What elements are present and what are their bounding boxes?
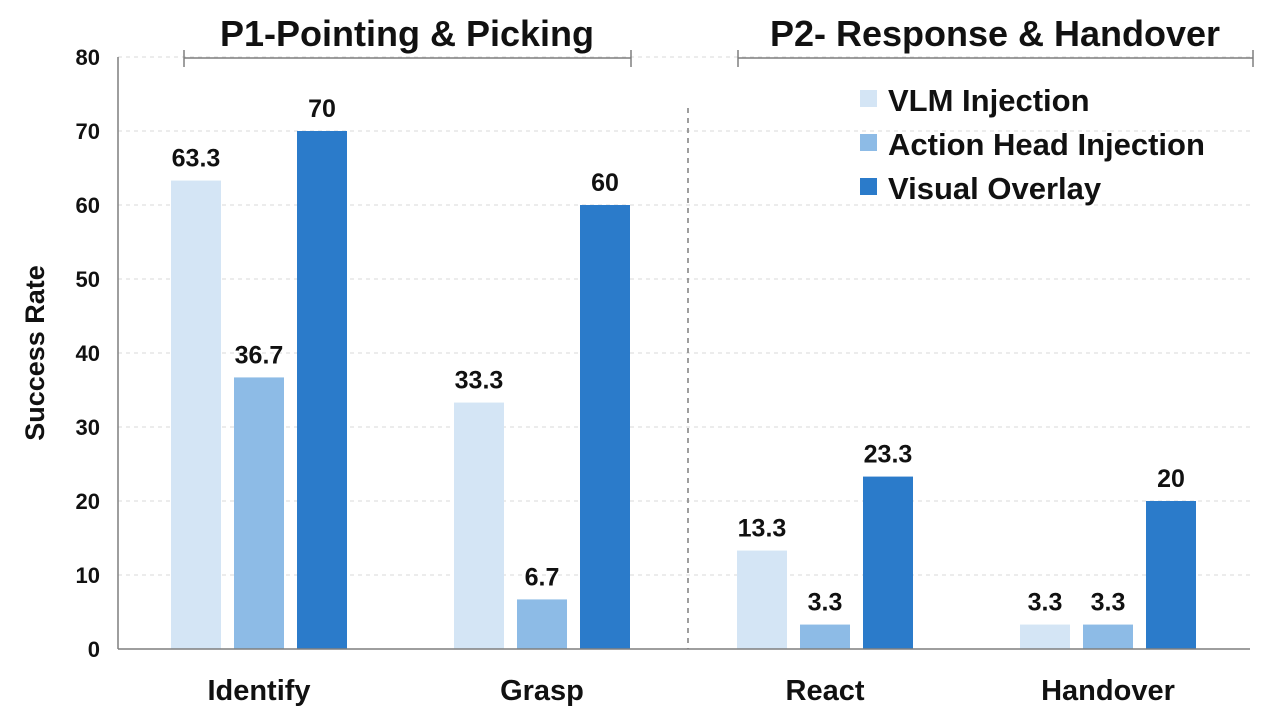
- data-label: 13.3: [738, 515, 787, 543]
- data-label: 3.3: [1091, 589, 1126, 617]
- legend-swatch: [860, 90, 877, 107]
- y-tick-label: 10: [76, 563, 100, 588]
- y-tick-label: 30: [76, 415, 100, 440]
- data-label: 63.3: [172, 145, 221, 173]
- x-category-label: Identify: [207, 675, 310, 707]
- data-label: 36.7: [235, 341, 284, 369]
- data-label: 70: [308, 95, 336, 123]
- data-label: 60: [591, 169, 619, 197]
- labels: 63.3 36.7 70 Identify 33.3 6.7 60 Grasp 13.3 3.3 2…: [172, 13, 1220, 707]
- legend: VLM Injection Action Head Injection Visual…: [860, 83, 1205, 206]
- bar-handover-action-head-injection: [1083, 624, 1133, 649]
- x-category-label: Handover: [1041, 675, 1175, 707]
- legend-label: Visual Overlay: [888, 171, 1102, 206]
- group-title: P1-Pointing & Picking: [220, 13, 594, 54]
- legend-swatch: [860, 134, 877, 151]
- bar-react-vlm-injection: [737, 550, 787, 649]
- x-category-label: Grasp: [500, 675, 584, 707]
- legend-label: Action Head Injection: [888, 127, 1205, 162]
- bar-identify-vlm-injection: [171, 180, 221, 649]
- bar-react-visual-overlay: [863, 476, 913, 649]
- data-label: 23.3: [864, 441, 913, 469]
- data-label: 6.7: [525, 563, 560, 591]
- bar-handover-vlm-injection: [1020, 624, 1070, 649]
- y-tick-label: 40: [76, 341, 100, 366]
- bars: [171, 131, 1196, 649]
- y-tick-label: 50: [76, 267, 100, 292]
- bar-grasp-action-head-injection: [517, 599, 567, 649]
- y-tick-label: 60: [76, 193, 100, 218]
- axes: 0 10 20 30 40 50 60 70 80 Success Rate: [20, 45, 1254, 662]
- data-label: 33.3: [455, 367, 504, 395]
- x-category-label: React: [786, 675, 865, 707]
- y-axis-title: Success Rate: [20, 265, 50, 441]
- bar-identify-visual-overlay: [297, 131, 347, 649]
- y-tick-label: 80: [76, 45, 100, 70]
- y-tick-label: 0: [88, 637, 100, 662]
- y-tick-label: 70: [76, 119, 100, 144]
- data-label: 20: [1157, 465, 1185, 493]
- bar-grasp-visual-overlay: [580, 205, 630, 649]
- bar-react-action-head-injection: [800, 624, 850, 649]
- legend-label: VLM Injection: [888, 83, 1090, 118]
- group-title: P2- Response & Handover: [770, 13, 1220, 54]
- bar-grasp-vlm-injection: [454, 402, 504, 649]
- bar-handover-visual-overlay: [1146, 501, 1196, 649]
- data-label: 3.3: [808, 589, 843, 617]
- y-tick-label: 20: [76, 489, 100, 514]
- bar-identify-action-head-injection: [234, 377, 284, 649]
- data-label: 3.3: [1028, 589, 1063, 617]
- legend-swatch: [860, 178, 877, 195]
